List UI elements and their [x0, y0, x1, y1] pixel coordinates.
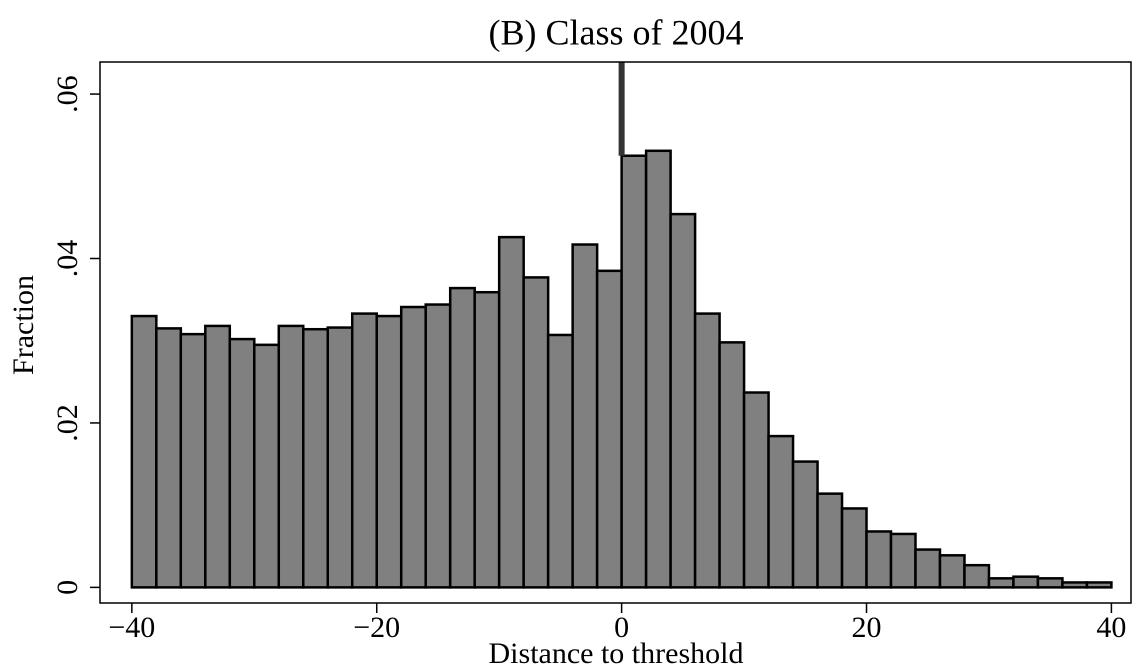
bar: [179, 332, 207, 589]
bar: [253, 343, 281, 589]
y-tick-label: 0: [51, 580, 84, 595]
bar: [473, 290, 501, 589]
bar: [228, 337, 256, 589]
bar: [424, 303, 452, 589]
bar: [693, 312, 721, 589]
x-tick-label: 20: [852, 611, 882, 644]
bar: [399, 305, 427, 589]
chart-title: (B) Class of 2004: [489, 12, 744, 52]
bar: [791, 460, 819, 589]
bar: [865, 530, 893, 589]
bar: [350, 312, 378, 589]
x-tick-label: −40: [108, 611, 155, 644]
bar: [546, 333, 574, 589]
x-axis-label: Distance to threshold: [489, 637, 744, 670]
bar: [130, 314, 158, 589]
y-axis-label: Fraction: [7, 275, 40, 375]
bar: [889, 532, 917, 589]
bar: [375, 314, 403, 589]
bar: [595, 269, 623, 589]
bar: [718, 341, 746, 589]
bar: [448, 286, 476, 589]
bar: [1036, 577, 1064, 589]
y-tick-label: .04: [51, 240, 84, 278]
bar: [571, 243, 599, 589]
bar: [155, 327, 183, 589]
bar: [1012, 575, 1040, 589]
y-tick-label: .06: [51, 75, 84, 113]
bar: [816, 492, 844, 589]
bar: [938, 554, 966, 589]
bar: [669, 212, 697, 589]
plot-frame: [99, 61, 1132, 604]
bar: [963, 563, 991, 589]
bar: [326, 326, 354, 589]
bar: [1061, 581, 1089, 589]
bar: [497, 235, 525, 589]
bar: [277, 324, 305, 589]
bar: [987, 577, 1015, 589]
bar: [840, 507, 868, 589]
bar: [620, 154, 648, 589]
bar: [914, 548, 942, 589]
bar: [644, 149, 672, 589]
x-tick-label: 40: [1096, 611, 1126, 644]
y-tick-label: .02: [51, 404, 84, 442]
bar: [1085, 581, 1113, 589]
bar: [767, 434, 795, 589]
x-tick-label: −20: [353, 611, 400, 644]
bar: [742, 391, 770, 589]
bar: [204, 324, 232, 589]
x-tick-label: 0: [614, 611, 629, 644]
bar: [302, 327, 330, 589]
bar: [522, 276, 550, 589]
